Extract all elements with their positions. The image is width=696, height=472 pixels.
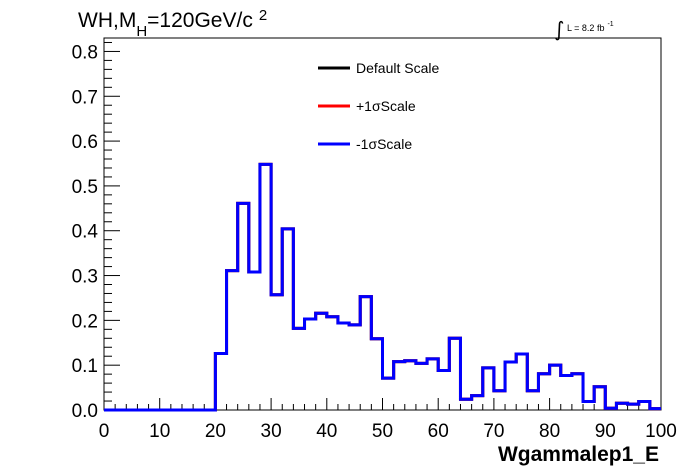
x-tick-label: 40: [316, 421, 337, 442]
x-tick-label: 20: [205, 421, 226, 442]
y-tick-label: 0.3: [72, 267, 98, 288]
x-tick-label: 10: [149, 421, 170, 442]
x-tick-label: 70: [483, 421, 504, 442]
y-tick-label: 0.2: [72, 311, 98, 332]
legend-label: -1σScale: [356, 136, 412, 152]
x-tick-label: 80: [539, 421, 560, 442]
y-tick-label: 0.4: [72, 222, 99, 243]
luminosity-text: L = 8.2 fb -1: [567, 21, 614, 33]
y-tick-label: 0.5: [72, 177, 98, 198]
series-layer: [104, 162, 661, 412]
legend: Default Scale +1σScale -1σScale: [318, 60, 439, 152]
luminosity-label: ∫ L = 8.2 fb -1: [554, 17, 614, 41]
x-tick-label: 30: [261, 421, 282, 442]
x-tick-label: 50: [372, 421, 393, 442]
x-tick-label: 100: [645, 421, 677, 442]
series-line: [104, 162, 661, 412]
y-tick-label: 0.1: [72, 356, 98, 377]
y-axis: 0.0 0.1 0.2 0.3 0.4 0.5 0.6 0.7 0.8: [72, 41, 120, 422]
legend-label: Default Scale: [356, 60, 439, 76]
x-tick-label: 90: [595, 421, 616, 442]
y-tick-label: 0.0: [72, 401, 98, 422]
x-tick-label: 60: [428, 421, 449, 442]
y-tick-label: 0.8: [72, 42, 98, 63]
integral-sign: ∫: [554, 17, 564, 41]
legend-label: +1σScale: [356, 98, 416, 114]
x-axis: 0 10 20 30 40 50 60 70 80 90 100: [99, 398, 677, 442]
x-axis-label: Wgammalep1_E: [498, 443, 659, 466]
y-tick-label: 0.6: [72, 132, 98, 153]
x-tick-label: 0: [99, 421, 110, 442]
y-tick-label: 0.7: [72, 87, 98, 108]
chart-title: WH,MH=120GeV/c 2: [78, 7, 267, 40]
